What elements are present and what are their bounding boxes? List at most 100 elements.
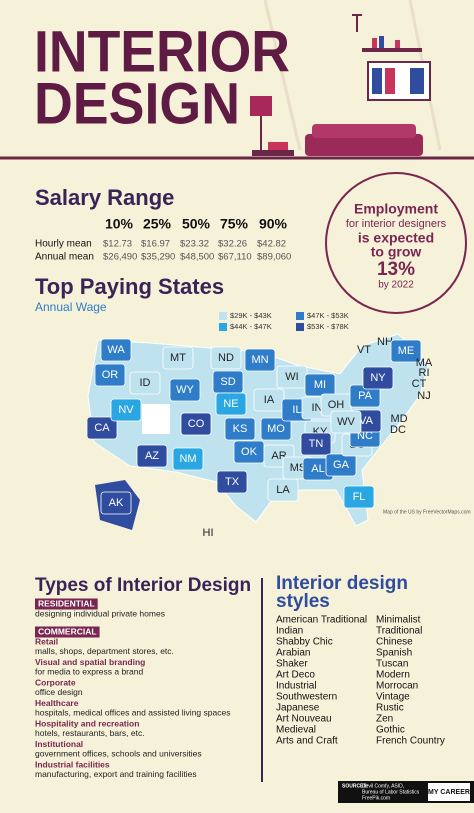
state-label: MN bbox=[251, 354, 268, 366]
state-shape bbox=[136, 444, 168, 468]
style-item: Tuscan bbox=[376, 659, 408, 670]
state-label: WV bbox=[337, 416, 355, 428]
state-shape bbox=[362, 366, 394, 390]
state-shape bbox=[216, 470, 248, 494]
salary-value: $23.32 bbox=[180, 239, 209, 250]
type-title: Corporate bbox=[35, 677, 76, 687]
state-label: TN bbox=[309, 438, 324, 450]
type-description: hotels, restaurants, bars, etc. bbox=[35, 728, 145, 738]
state-label: MT bbox=[170, 352, 186, 364]
state-shape bbox=[224, 417, 256, 441]
state-label: MA bbox=[416, 357, 433, 369]
salary-value: $89,060 bbox=[257, 252, 291, 263]
type-title: Healthcare bbox=[35, 698, 79, 708]
section-title: Salary Range bbox=[35, 185, 174, 210]
state-shape bbox=[390, 339, 422, 363]
style-item: Rustic bbox=[376, 703, 404, 714]
employment-circle bbox=[325, 172, 467, 314]
legend-swatch bbox=[296, 323, 304, 331]
style-item: Morrocan bbox=[376, 681, 418, 692]
state-label: CA bbox=[94, 422, 110, 434]
sources-text: FreePik.com bbox=[362, 795, 390, 801]
state-shape bbox=[100, 338, 132, 362]
sources-text: Devil Comfy, ASID, bbox=[362, 783, 404, 789]
state-label: WA bbox=[107, 344, 125, 356]
state-label: NE bbox=[223, 398, 238, 410]
type-heading: RESIDENTIAL bbox=[38, 598, 95, 608]
state-label: FL bbox=[353, 491, 366, 503]
state-shape bbox=[244, 348, 276, 372]
style-item: Zen bbox=[376, 714, 393, 725]
legend-label: $53K - $78K bbox=[307, 322, 349, 331]
type-description: for media to express a brand bbox=[35, 666, 143, 676]
title-line: INTERIOR bbox=[34, 19, 290, 84]
type-heading-bg bbox=[35, 598, 98, 610]
state-label: NV bbox=[118, 404, 134, 416]
style-item: Arabian bbox=[276, 648, 310, 659]
salary-value: $12.73 bbox=[103, 239, 132, 250]
style-item: Arts and Craft bbox=[276, 736, 338, 747]
style-item: American Traditional bbox=[276, 615, 367, 626]
state-label: MD bbox=[390, 413, 407, 425]
state-shape bbox=[172, 447, 204, 471]
logo-box bbox=[428, 783, 470, 801]
legend-swatch bbox=[296, 312, 304, 320]
state-shape bbox=[162, 346, 194, 370]
style-item: Vintage bbox=[376, 692, 410, 703]
state-shape bbox=[129, 371, 161, 395]
salary-row-label: Annual mean bbox=[35, 252, 94, 263]
style-item: Shabby Chic bbox=[276, 637, 333, 648]
state-label: ID bbox=[140, 377, 151, 389]
state-shape bbox=[304, 373, 336, 397]
style-item: Art Deco bbox=[276, 670, 315, 681]
state-shape bbox=[180, 412, 212, 436]
salary-column: 75% bbox=[220, 216, 249, 232]
state-label: AZ bbox=[145, 450, 159, 462]
state-shape bbox=[169, 378, 201, 402]
state-label: IA bbox=[264, 394, 275, 406]
sources-label: SOURCES: bbox=[342, 783, 369, 789]
state-shape bbox=[86, 416, 118, 440]
state-label: GA bbox=[333, 459, 350, 471]
style-item: Chinese bbox=[376, 637, 413, 648]
style-item: Medieval bbox=[276, 725, 316, 736]
state-shape bbox=[100, 491, 132, 515]
state-label: NJ bbox=[417, 390, 430, 402]
section-title: Top Paying States bbox=[35, 274, 224, 299]
legend-label: $29K - $43K bbox=[230, 311, 272, 320]
state-shape bbox=[94, 363, 126, 387]
state-label: MS bbox=[290, 462, 307, 474]
employment-percent: 13% bbox=[377, 259, 415, 280]
state-label: OR bbox=[102, 369, 119, 381]
style-item: French Country bbox=[376, 736, 445, 747]
state-label: KS bbox=[233, 423, 248, 435]
type-description: designing individual private homes bbox=[35, 608, 165, 618]
type-heading: COMMERCIAL bbox=[38, 626, 97, 636]
employment-text: is expected bbox=[358, 230, 434, 246]
state-shape bbox=[325, 453, 357, 477]
employment-text: Employment bbox=[354, 201, 438, 217]
sources-text: Bureau of Labor Statistics bbox=[362, 789, 420, 795]
state-label: DC bbox=[390, 424, 406, 436]
salary-value: $16.97 bbox=[141, 239, 170, 250]
state-label: CO bbox=[188, 418, 205, 430]
style-item: Shaker bbox=[276, 659, 308, 670]
section-subtitle: Annual Wage bbox=[35, 300, 107, 314]
legend-swatch bbox=[219, 323, 227, 331]
salary-column: 50% bbox=[182, 216, 211, 232]
style-item: Gothic bbox=[376, 725, 405, 736]
state-label: WI bbox=[285, 371, 298, 383]
style-item: Industrial bbox=[276, 681, 317, 692]
type-description: malls, shops, department stores, etc. bbox=[35, 646, 174, 656]
state-shape bbox=[267, 478, 299, 502]
employment-text: for interior designers bbox=[346, 218, 447, 230]
state-label: WY bbox=[176, 384, 194, 396]
section-title: Interior design bbox=[276, 573, 408, 594]
legend-swatch bbox=[219, 312, 227, 320]
style-item: Modern bbox=[376, 670, 410, 681]
state-shape bbox=[330, 410, 362, 434]
style-item: Japanese bbox=[276, 703, 320, 714]
legend-label: $47K - $53K bbox=[307, 311, 349, 320]
state-shape bbox=[142, 404, 170, 434]
state-label: VA bbox=[359, 415, 374, 427]
